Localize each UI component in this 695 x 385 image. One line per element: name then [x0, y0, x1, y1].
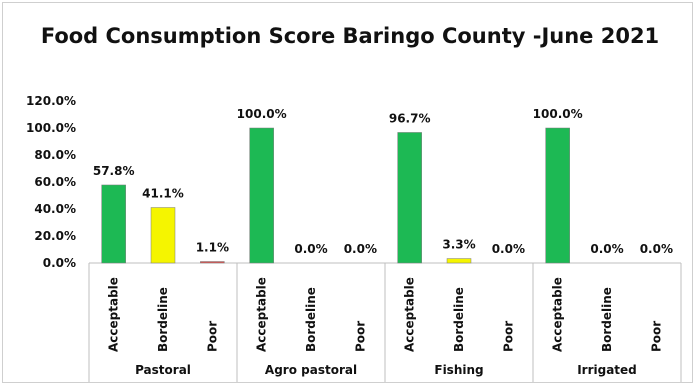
- y-tick-label: 60.0%: [34, 175, 76, 189]
- data-label: 0.0%: [492, 242, 525, 256]
- category-tick-label: Poor: [649, 321, 663, 352]
- y-tick-label: 80.0%: [34, 148, 76, 162]
- data-label: 0.0%: [640, 242, 673, 256]
- data-label: 1.1%: [196, 241, 229, 255]
- category-tick-label: Bordeline: [304, 287, 318, 352]
- data-label: 57.8%: [93, 164, 135, 178]
- bar: [101, 184, 126, 264]
- category-tick-label: Bordeline: [156, 287, 170, 352]
- data-label: 41.1%: [142, 187, 184, 201]
- category-tick-label: Bordeline: [600, 287, 614, 352]
- category-tick-label: Bordeline: [452, 287, 466, 352]
- bar: [446, 258, 472, 264]
- y-tick-label: 120.0%: [26, 94, 76, 108]
- y-tick-label: 0.0%: [43, 256, 76, 270]
- data-label: 0.0%: [590, 242, 623, 256]
- category-tick-label: Acceptable: [255, 277, 269, 352]
- group-label: Agro pastoral: [265, 363, 357, 377]
- bar: [249, 127, 274, 264]
- data-label: 96.7%: [389, 111, 431, 125]
- data-label: 3.3%: [442, 238, 475, 252]
- chart-title: Food Consumption Score Baringo County -J…: [40, 24, 660, 48]
- category-tick-label: Acceptable: [107, 277, 121, 352]
- category-tick-label: Poor: [205, 321, 219, 352]
- data-label: 100.0%: [533, 107, 583, 121]
- data-label: 0.0%: [294, 242, 327, 256]
- category-tick-label: Acceptable: [403, 277, 417, 352]
- bar: [397, 132, 422, 264]
- group-label: Irrigated: [577, 363, 637, 377]
- bar: [200, 261, 225, 264]
- category-tick-label: Poor: [501, 321, 515, 352]
- group-label: Fishing: [434, 363, 483, 377]
- y-tick-label: 40.0%: [34, 202, 76, 216]
- y-tick-label: 100.0%: [26, 121, 76, 135]
- bar: [545, 127, 570, 264]
- group-label: Pastoral: [135, 363, 191, 377]
- data-label: 0.0%: [344, 242, 377, 256]
- bar: [150, 207, 176, 264]
- data-label: 100.0%: [237, 107, 287, 121]
- category-tick-label: Poor: [353, 321, 367, 352]
- category-tick-label: Acceptable: [551, 277, 565, 352]
- y-tick-label: 20.0%: [34, 229, 76, 243]
